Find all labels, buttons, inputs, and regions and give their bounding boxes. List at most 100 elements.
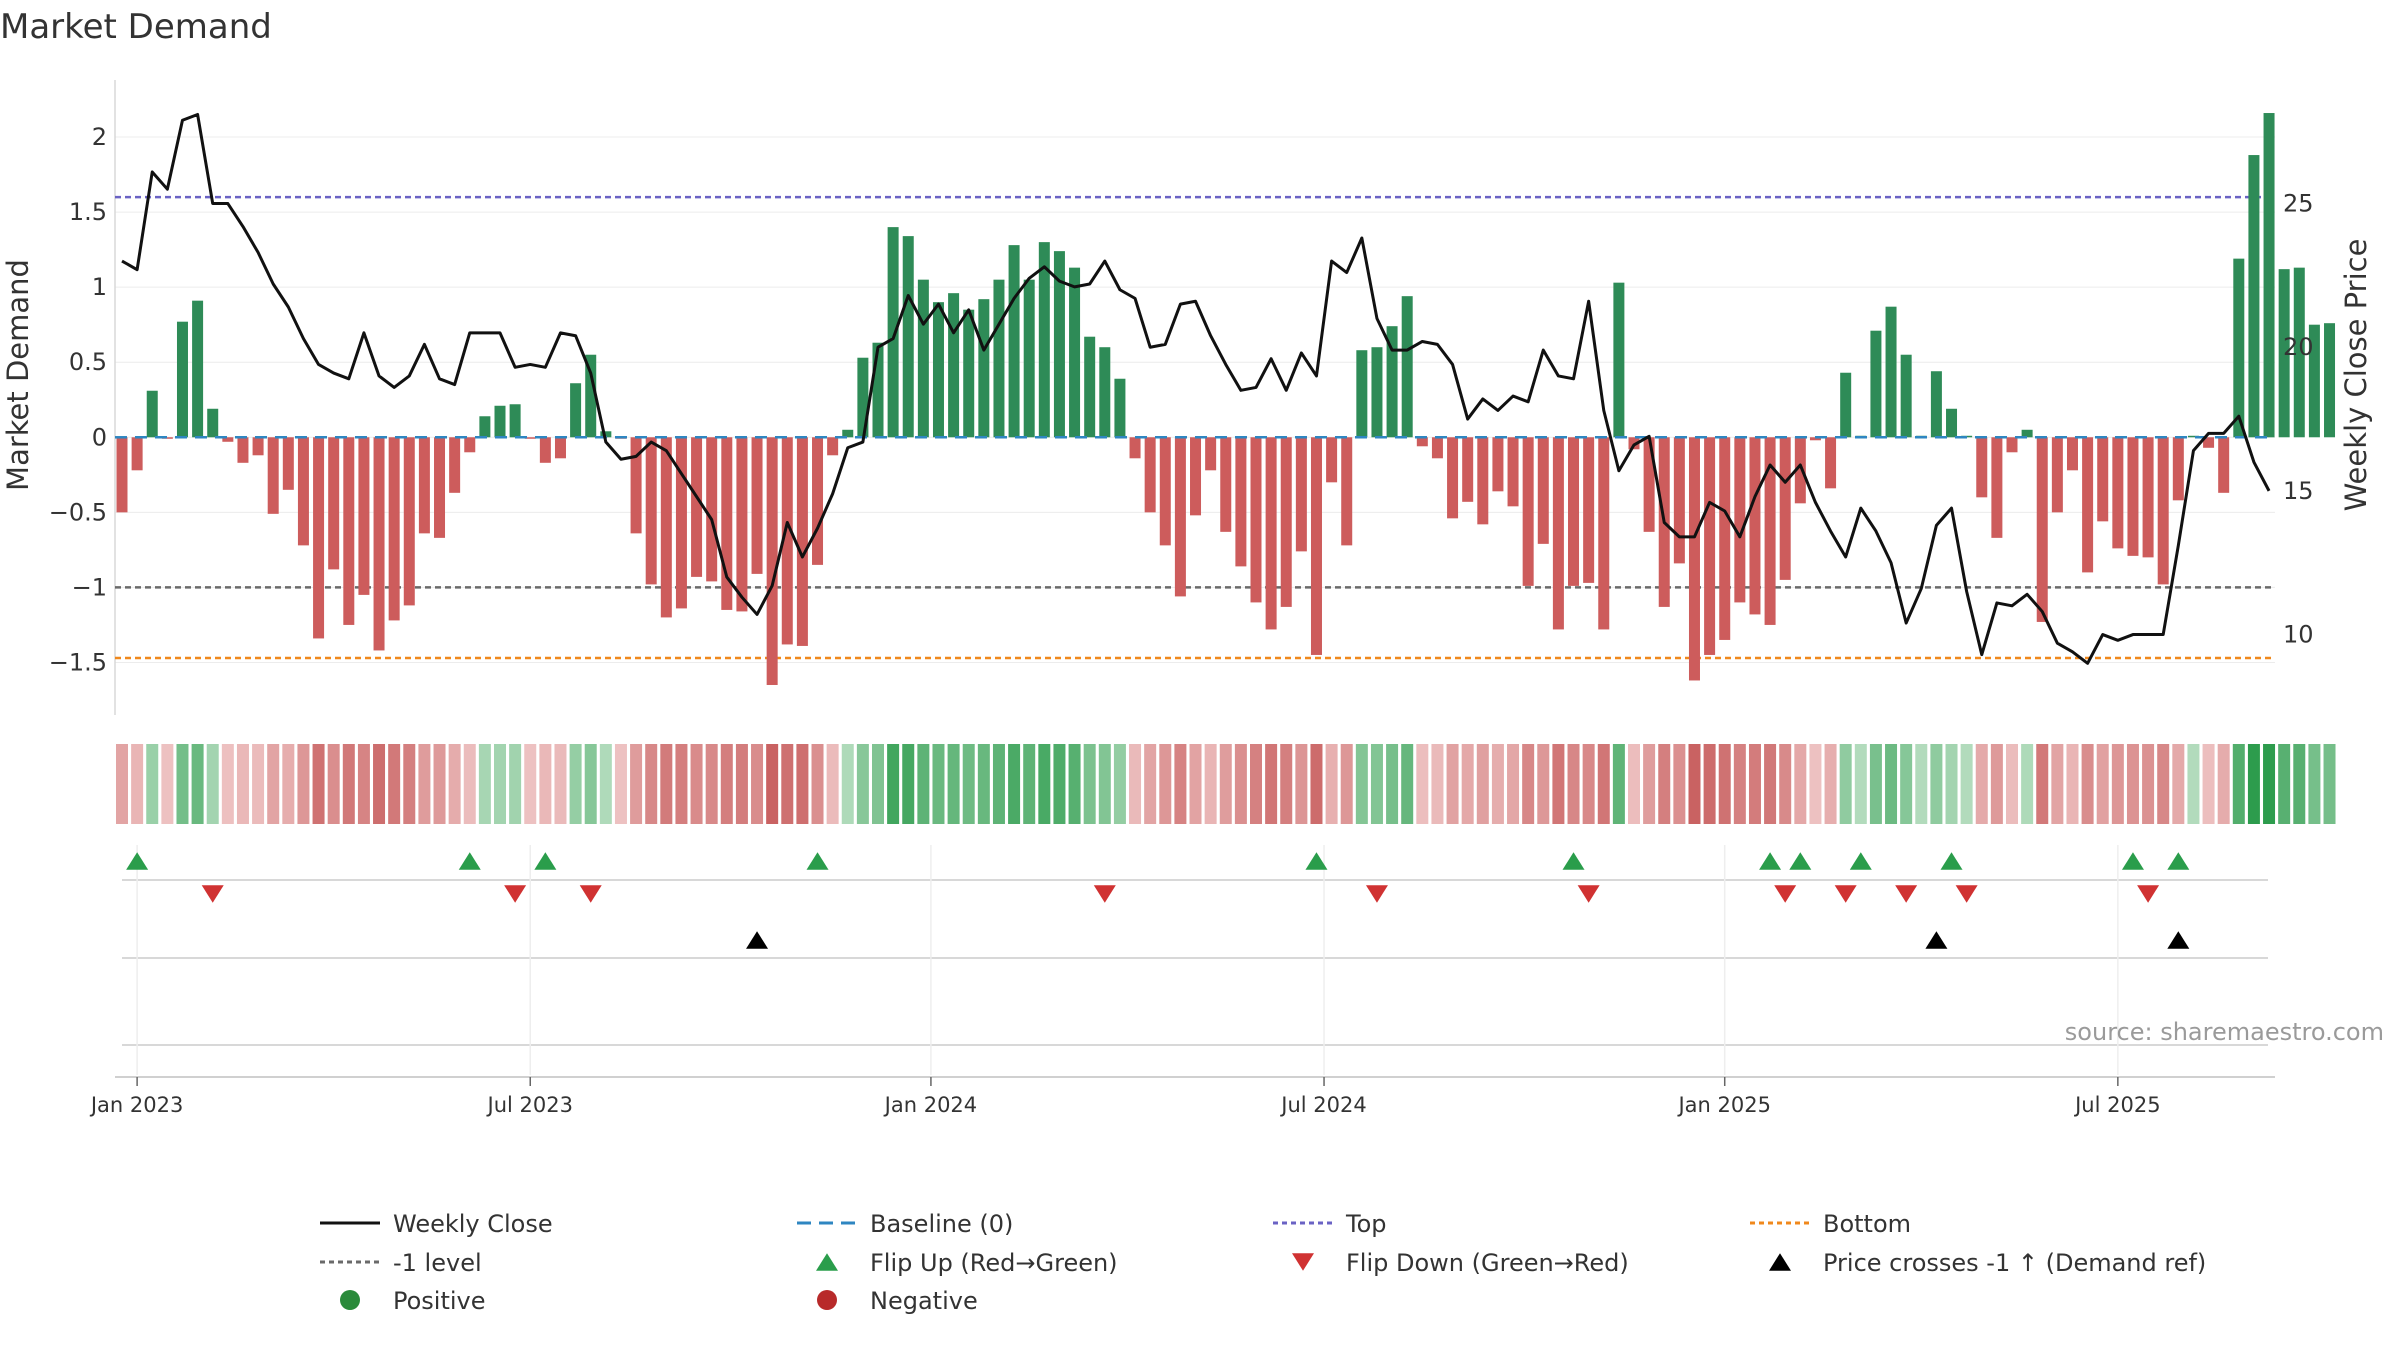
heat-cell	[252, 744, 265, 824]
demand-bar	[358, 437, 370, 595]
heat-cell	[2066, 744, 2079, 824]
heat-cell	[2036, 744, 2049, 824]
heat-cell	[1522, 744, 1535, 824]
demand-bar	[1779, 437, 1791, 580]
demand-bar	[585, 354, 597, 438]
heat-cell	[2278, 744, 2291, 824]
heat-cell	[509, 744, 522, 824]
flip-up-marker	[126, 852, 149, 870]
demand-bar	[1069, 267, 1081, 438]
heat-cell	[1204, 744, 1217, 824]
flip-down-marker	[1365, 885, 1388, 903]
heat-cell	[2232, 744, 2245, 824]
heat-cell	[1537, 744, 1550, 824]
legend-label: Flip Down (Green→Red)	[1346, 1249, 1629, 1277]
heat-cell	[463, 744, 476, 824]
heat-cell	[1068, 744, 1081, 824]
price-cross-marker	[2167, 931, 2190, 949]
demand-bar	[2006, 437, 2018, 453]
legend-label: Top	[1345, 1210, 1387, 1238]
heat-cell	[977, 744, 990, 824]
heat-cell	[1144, 744, 1157, 824]
demand-bar	[1643, 437, 1655, 532]
flip-down-marker	[579, 885, 602, 903]
demand-bar	[1401, 296, 1413, 438]
heat-cell	[917, 744, 930, 824]
demand-bar	[1794, 437, 1806, 504]
price-cross-marker	[1925, 931, 1948, 949]
demand-bar	[2066, 437, 2078, 471]
heat-cell	[1219, 744, 1232, 824]
demand-bar	[2127, 437, 2139, 556]
flip-up-marker	[2121, 852, 2144, 870]
legend-label: Flip Up (Red→Green)	[870, 1249, 1118, 1277]
demand-bar	[2036, 437, 2048, 622]
heat-cell	[1900, 744, 1913, 824]
demand-bar	[570, 383, 582, 438]
y2-axis-label: Weekly Close Price	[2339, 239, 2373, 512]
demand-bar	[2308, 324, 2320, 438]
heat-cell	[2187, 744, 2200, 824]
heat-cell	[1658, 744, 1671, 824]
heat-cell	[342, 744, 355, 824]
heat-cell	[2202, 744, 2215, 824]
heat-cell	[1325, 744, 1338, 824]
y-tick-label: −0.5	[49, 498, 107, 526]
demand-bar	[1235, 437, 1247, 567]
heat-cell	[675, 744, 688, 824]
heat-cell	[947, 744, 960, 824]
heat-cell	[1129, 744, 1142, 824]
heat-cell	[1461, 744, 1474, 824]
demand-bar	[948, 293, 960, 438]
y-tick-label: 2	[92, 123, 107, 151]
x-tick-labels: Jan 2023 Jul 2023 Jan 2024 Jul 2024 Jan 2025…	[89, 1077, 2161, 1117]
demand-bar	[373, 437, 385, 651]
demand-bar	[1688, 437, 1700, 681]
demand-bar	[796, 437, 808, 646]
heat-cell	[1159, 744, 1172, 824]
demand-bar	[161, 437, 173, 439]
demand-bar	[116, 437, 128, 513]
demand-bar	[1220, 437, 1232, 532]
legend-label: Baseline (0)	[870, 1210, 1013, 1238]
demand-bar	[131, 437, 143, 471]
demand-bar	[2187, 435, 2199, 438]
demand-bar	[1416, 437, 1428, 447]
demand-bar	[1840, 372, 1852, 438]
heat-cell	[1310, 744, 1323, 824]
x-tick-label: Jan 2025	[1676, 1093, 1771, 1117]
demand-bar	[993, 279, 1005, 438]
heat-cell	[297, 744, 310, 824]
demand-bar	[2324, 323, 2336, 438]
heat-cell	[1431, 744, 1444, 824]
heat-cell	[1552, 744, 1565, 824]
heat-cell	[1582, 744, 1595, 824]
heat-cell	[2247, 744, 2260, 824]
demand-bar	[706, 437, 718, 582]
demand-bar	[1326, 437, 1338, 483]
flip-up-marker	[1562, 852, 1585, 870]
weekly-close-line	[121, 112, 2271, 665]
heat-cell	[2142, 744, 2155, 824]
heat-cell	[191, 744, 204, 824]
heat-cell	[1386, 744, 1399, 824]
heat-cell	[811, 744, 824, 824]
legend-item: Price crosses -1 ↑ (Demand ref)	[1769, 1249, 2206, 1277]
close-line-layer	[121, 112, 2271, 665]
heat-cell	[1280, 744, 1293, 824]
heat-cell	[524, 744, 537, 824]
demand-bar	[1431, 437, 1443, 459]
demand-bar	[2248, 155, 2260, 438]
y2-tick-label: 15	[2283, 477, 2314, 505]
heat-cell	[176, 744, 189, 824]
demand-bar	[1734, 437, 1746, 603]
demand-bar	[1084, 336, 1096, 438]
heat-cell	[2006, 744, 2018, 824]
demand-bar	[1946, 408, 1958, 438]
demand-bar	[902, 236, 914, 438]
heat-cell	[1612, 744, 1625, 824]
y2-tick-labels: 25 20 15 10	[2283, 190, 2314, 649]
heat-cell	[2217, 744, 2230, 824]
demand-bar	[630, 437, 642, 534]
